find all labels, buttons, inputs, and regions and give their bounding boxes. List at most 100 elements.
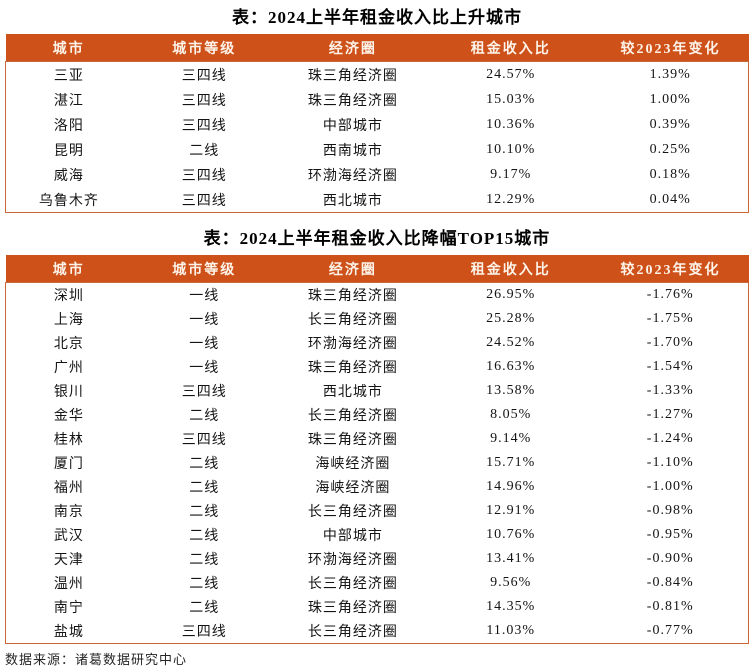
rise-table-header: 城市 城市等级 经济圈 租金收入比 较2023年变化 (5, 34, 749, 62)
table-cell: 上海 (53, 313, 84, 328)
table-cell: -1.76% (646, 287, 694, 302)
table-cell: 26.95% (486, 287, 536, 302)
table-cell: 长三角经济圈 (307, 625, 398, 640)
table-row: 福州 二线 海峡经济圈 14.96% -1.00% (6, 475, 749, 499)
table-cell: 三四线 (181, 193, 227, 209)
table-cell: 9.14% (490, 431, 532, 446)
table-cell: 二线 (189, 577, 220, 592)
table-cell: 湛江 (53, 93, 84, 109)
table-row: 武汉 二线 中部城市 10.76% -0.95% (6, 523, 749, 547)
section-spacer (5, 213, 749, 225)
table-cell: 25.28% (486, 311, 536, 326)
table-cell: 15.71% (486, 455, 536, 470)
table-cell: 9.56% (490, 575, 532, 590)
table-cell: 0.25% (649, 141, 691, 157)
table-cell: 0.18% (649, 166, 691, 182)
table-cell: 15.03% (486, 91, 536, 107)
table-cell: 珠三角经济圈 (307, 361, 398, 376)
table-cell: -1.24% (646, 431, 694, 446)
table-cell: 13.41% (486, 551, 536, 566)
table-cell: 珠三角经济圈 (307, 93, 398, 109)
table-cell: 一线 (189, 313, 220, 328)
data-source-note: 数据来源：诸葛数据研究中心 (5, 652, 188, 667)
table-cell: 1.39% (649, 66, 691, 82)
table-cell: 24.52% (486, 335, 536, 350)
table-cell: 二线 (189, 529, 220, 544)
table-cell: 1.00% (649, 91, 691, 107)
column-header: 经济圈 (328, 41, 377, 57)
table-row: 乌鲁木齐 三四线 西北城市 12.29% 0.04% (6, 187, 749, 213)
table-cell: 13.58% (486, 383, 536, 398)
table-cell: 珠三角经济圈 (307, 433, 398, 448)
table-cell: 长三角经济圈 (307, 505, 398, 520)
table-cell: 二线 (189, 481, 220, 496)
table-cell: 14.35% (486, 599, 536, 614)
table-cell: 广州 (53, 361, 84, 376)
table-row: 湛江 三四线 珠三角经济圈 15.03% 1.00% (6, 87, 749, 112)
table-cell: 长三角经济圈 (307, 577, 398, 592)
table-cell: 中部城市 (322, 529, 383, 544)
table-cell: 威海 (53, 168, 84, 184)
table-cell: 西北城市 (322, 385, 383, 400)
table-cell: -0.84% (646, 575, 694, 590)
table-cell: 三四线 (181, 93, 227, 109)
column-header: 经济圈 (328, 262, 377, 278)
column-header: 租金收入比 (470, 262, 551, 278)
drop-top15-table: 城市 城市等级 经济圈 租金收入比 较2023年变化 深圳 一线 珠三角经济圈 26.95% -… (5, 255, 749, 644)
table-cell: 10.10% (486, 141, 536, 157)
table-cell: -0.98% (646, 503, 694, 518)
table-row: 温州 二线 长三角经济圈 9.56% -0.84% (6, 571, 749, 595)
drop-table-body: 深圳 一线 珠三角经济圈 26.95% -1.76% 上海 一线 长三角经济圈 25.28% -1… (5, 282, 749, 644)
table-cell: -0.77% (646, 623, 694, 638)
column-header: 城市等级 (172, 262, 237, 278)
table-cell: 盐城 (53, 625, 84, 640)
rise-cities-table: 城市 城市等级 经济圈 租金收入比 较2023年变化 三亚 三四线 珠三角经济圈 24.57%… (5, 34, 749, 213)
table-cell: 11.03% (486, 623, 536, 638)
table-cell: 乌鲁木齐 (38, 193, 99, 209)
table-cell: 环渤海经济圈 (307, 168, 398, 184)
table-cell: 长三角经济圈 (307, 313, 398, 328)
table-cell: 北京 (53, 337, 84, 352)
table-cell: 武汉 (53, 529, 84, 544)
table-cell: -1.54% (646, 359, 694, 374)
table-cell: 一线 (189, 361, 220, 376)
column-header: 较2023年变化 (620, 262, 721, 278)
table-cell: 珠三角经济圈 (307, 289, 398, 304)
table-row: 深圳 一线 珠三角经济圈 26.95% -1.76% (6, 283, 749, 308)
table-cell: 天津 (53, 553, 84, 568)
table-row: 天津 二线 环渤海经济圈 13.41% -0.90% (6, 547, 749, 571)
table-cell: 西南城市 (322, 143, 383, 159)
drop-table-header: 城市 城市等级 经济圈 租金收入比 较2023年变化 (5, 255, 749, 283)
table-row: 威海 三四线 环渤海经济圈 9.17% 0.18% (6, 162, 749, 187)
table-cell: 环渤海经济圈 (307, 553, 398, 568)
table-cell: 三四线 (181, 385, 227, 400)
table-cell: 24.57% (486, 66, 536, 82)
table-cell: -1.27% (646, 407, 694, 422)
column-header: 城市等级 (172, 41, 237, 57)
table-cell: 8.05% (490, 407, 532, 422)
table-cell: 10.36% (486, 116, 536, 132)
table-cell: 金华 (53, 409, 84, 424)
table-row: 南京 二线 长三角经济圈 12.91% -0.98% (6, 499, 749, 523)
table-cell: 9.17% (490, 166, 532, 182)
table-cell: 珠三角经济圈 (307, 601, 398, 616)
table-row: 三亚 三四线 珠三角经济圈 24.57% 1.39% (6, 62, 749, 88)
table-row: 昆明 二线 西南城市 10.10% 0.25% (6, 137, 749, 162)
column-header: 城市 (52, 41, 85, 57)
table-row: 厦门 二线 海峡经济圈 15.71% -1.10% (6, 451, 749, 475)
table-cell: -0.95% (646, 527, 694, 542)
table-cell: -1.00% (646, 479, 694, 494)
table-row: 南宁 二线 珠三角经济圈 14.35% -0.81% (6, 595, 749, 619)
table-cell: 厦门 (53, 457, 84, 472)
table-cell: 14.96% (486, 479, 536, 494)
table-cell: 12.91% (486, 503, 536, 518)
table-cell: -1.10% (646, 455, 694, 470)
table-cell: 洛阳 (53, 118, 84, 134)
table-cell: -1.70% (646, 335, 694, 350)
table-cell: 昆明 (53, 143, 84, 159)
table-cell: 长三角经济圈 (307, 409, 398, 424)
table-row: 北京 一线 环渤海经济圈 24.52% -1.70% (6, 331, 749, 355)
column-header: 较2023年变化 (620, 41, 721, 57)
table-cell: -1.33% (646, 383, 694, 398)
